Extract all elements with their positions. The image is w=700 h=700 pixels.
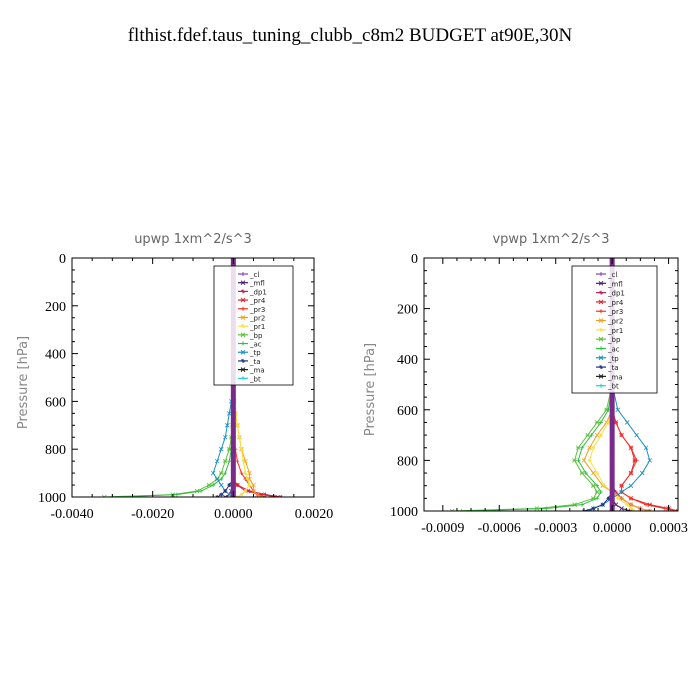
legend-label: _ma	[607, 373, 623, 381]
chart-panel-upwp: upwp 1xm^2/s^3 Pressure [hPa] 0 200 400 600 80…	[16, 232, 333, 522]
legend: _cl_mfl_dp1_pr4_pr3_pr2_pr1_bp_ac_tp_ta_…	[571, 265, 658, 394]
legend-label: _ac	[607, 345, 620, 353]
y-tick-label: 800	[397, 454, 418, 469]
y-tick-label: 600	[45, 395, 66, 410]
legend-label: _ma	[249, 367, 265, 375]
x-tick-label: -0.0003	[534, 521, 577, 536]
legend-label: _cl	[249, 271, 259, 279]
legend-marker	[241, 272, 245, 276]
x-tick-label: -0.0020	[131, 507, 174, 522]
legend-marker	[241, 324, 245, 329]
legend-marker	[598, 280, 604, 286]
y-tick-label: 1000	[38, 491, 66, 506]
legend-label: _pr2	[249, 314, 265, 322]
chart-panel-vpwp: vpwp 1xm^2/s^3 Pressure [hPa] 0 200 400 600 80…	[363, 232, 688, 536]
legend-label: _pr3	[607, 308, 623, 316]
legend-label: _pr3	[249, 306, 265, 314]
legend-marker	[598, 336, 604, 342]
legend-marker	[240, 315, 246, 320]
legend-label: _ta	[607, 364, 619, 372]
legend-marker	[240, 349, 246, 355]
legend-marker	[240, 332, 246, 338]
legend-label: _tp	[249, 349, 261, 357]
legend-label: _bt	[607, 383, 619, 391]
legend-marker	[598, 374, 604, 379]
legend-marker	[599, 290, 603, 295]
legend-marker	[240, 280, 246, 286]
chart-title: upwp 1xm^2/s^3	[134, 232, 252, 247]
legend-label: _ac	[249, 341, 262, 349]
legend-marker	[599, 309, 603, 314]
chart-title: vpwp 1xm^2/s^3	[492, 232, 609, 247]
legend-label: _pr4	[249, 297, 266, 305]
legend-marker	[598, 355, 604, 361]
y-tick-label: 400	[397, 353, 418, 368]
y-axis-label: Pressure [hPa]	[16, 336, 31, 429]
y-tick-label: 800	[45, 443, 66, 458]
legend-marker	[599, 365, 603, 370]
x-tick-label: -0.0009	[421, 521, 464, 536]
y-tick-label: 0	[411, 252, 418, 267]
legend-label: _bt	[249, 375, 261, 383]
y-tick-label: 600	[397, 404, 418, 419]
x-tick-label: -0.0006	[478, 521, 521, 536]
legend-box	[213, 265, 294, 386]
legend-label: _tp	[607, 355, 619, 363]
x-tick-label: 0.0020	[295, 507, 334, 522]
legend-marker	[599, 272, 603, 276]
legend-marker	[240, 297, 246, 303]
x-tick-label: -0.0040	[50, 507, 93, 522]
legend-label: _pr1	[249, 323, 265, 331]
legend-box	[571, 265, 658, 394]
y-tick-label: 200	[45, 300, 66, 315]
x-tick-label: 0.0000	[214, 507, 253, 522]
legend-label: _dp1	[607, 290, 625, 298]
legend-marker	[599, 383, 603, 388]
legend-marker	[241, 376, 245, 381]
y-tick-label: 0	[59, 252, 66, 267]
y-tick-label: 1000	[390, 505, 418, 520]
legend-label: _cl	[607, 271, 617, 279]
legend-marker	[241, 289, 245, 294]
legend-label: _bp	[249, 332, 263, 340]
y-tick-label: 200	[397, 303, 418, 318]
legend-label: _mfl	[607, 280, 623, 288]
legend-label: _bp	[607, 336, 621, 344]
legend: _cl_mfl_dp1_pr4_pr3_pr2_pr1_bp_ac_tp_ta_…	[213, 265, 294, 386]
legend-label: _dp1	[249, 288, 267, 296]
legend-marker	[598, 318, 604, 323]
legend-marker	[599, 327, 603, 332]
y-axis-label: Pressure [hPa]	[363, 343, 378, 436]
x-tick-label: 0.0000	[593, 521, 632, 536]
page-title: flthist.fdef.taus_tuning_clubb_c8m2 BUDG…	[128, 25, 573, 46]
legend-label: _pr1	[607, 327, 623, 335]
legend-marker	[241, 306, 245, 311]
legend-marker	[240, 367, 246, 372]
legend-marker	[598, 299, 604, 305]
legend-label: _pr4	[607, 299, 624, 307]
legend-label: _mfl	[249, 280, 265, 288]
x-tick-label: 0.0003	[649, 521, 688, 536]
legend-marker	[599, 346, 603, 351]
y-tick-label: 400	[45, 348, 66, 363]
legend-label: _ta	[249, 358, 261, 366]
legend-marker	[241, 341, 245, 346]
legend-label: _pr2	[607, 318, 623, 326]
legend-marker	[241, 358, 245, 363]
